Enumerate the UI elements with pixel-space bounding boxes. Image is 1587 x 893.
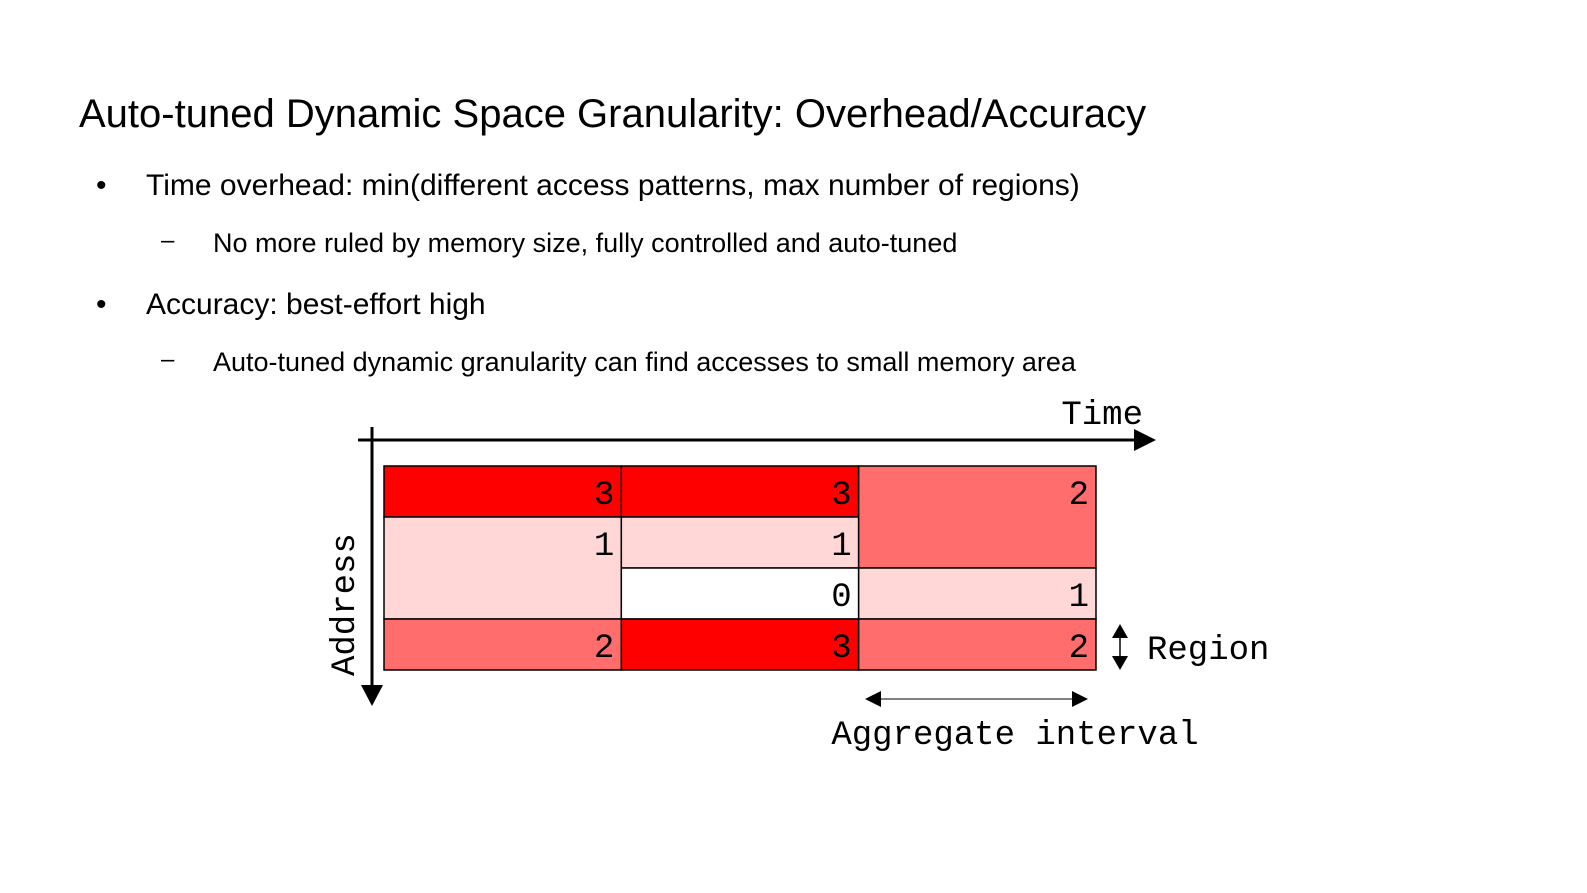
bullet-text: Accuracy: best-effort high xyxy=(146,288,486,321)
region-cell xyxy=(383,516,623,620)
aggregate-interval-indicator: Aggregate interval xyxy=(831,691,1199,755)
sub-bullet-small-area: – Auto-tuned dynamic granularity can fin… xyxy=(161,345,1076,379)
region-access-count: 0 xyxy=(831,579,851,617)
region-access-count: 3 xyxy=(594,477,614,515)
region-cell xyxy=(620,465,860,518)
region-cell xyxy=(383,618,623,671)
sub-bullet-text: Auto-tuned dynamic granularity can find … xyxy=(213,347,1076,377)
region-cell xyxy=(857,465,1097,569)
region-arrow-down xyxy=(1112,656,1128,670)
bullet-marker: • xyxy=(96,169,107,202)
region-cell xyxy=(620,618,860,671)
region-access-count: 1 xyxy=(594,528,614,566)
region-cell xyxy=(857,618,1097,671)
region-access-count: 2 xyxy=(1069,630,1089,668)
region-cell xyxy=(383,465,623,518)
interval-arrow-right xyxy=(1072,691,1088,707)
region-arrow-up xyxy=(1112,624,1128,638)
region-access-count: 2 xyxy=(1069,477,1089,515)
bullet-time-overhead: • Time overhead: min(different access pa… xyxy=(96,168,1080,204)
aggregate-interval-label: Aggregate interval xyxy=(831,717,1198,755)
address-arrow-head xyxy=(361,685,383,706)
region-cell xyxy=(620,516,860,569)
time-axis: Time xyxy=(358,397,1156,451)
address-axis-label: Address xyxy=(327,533,365,676)
region-access-count: 1 xyxy=(831,528,851,566)
region-indicator: Region xyxy=(1112,624,1269,670)
region-grid: 3 1 2 3 1 0 3 2 1 2 xyxy=(383,465,1097,671)
sub-bullet-marker: – xyxy=(161,346,175,373)
region-access-count: 3 xyxy=(831,477,851,515)
bullet-text: Time overhead: min(different access patt… xyxy=(146,169,1080,202)
address-axis: Address xyxy=(327,427,383,706)
region-access-count: 1 xyxy=(1069,579,1089,617)
interval-arrow-left xyxy=(865,691,881,707)
bullet-accuracy: • Accuracy: best-effort high xyxy=(96,287,486,323)
sub-bullet-marker: – xyxy=(161,227,175,254)
region-cell xyxy=(857,567,1097,620)
sub-bullet-text: No more ruled by memory size, fully cont… xyxy=(213,228,958,258)
bullet-marker: • xyxy=(96,288,107,321)
region-cell xyxy=(620,567,860,620)
region-label: Region xyxy=(1147,632,1269,670)
time-axis-label: Time xyxy=(1061,397,1143,435)
region-access-count: 3 xyxy=(831,630,851,668)
sub-bullet-memory-size: – No more ruled by memory size, fully co… xyxy=(161,226,958,260)
region-access-count: 2 xyxy=(594,630,614,668)
slide-title: Auto-tuned Dynamic Space Granularity: Ov… xyxy=(79,92,1147,136)
time-arrow-head xyxy=(1134,429,1156,451)
